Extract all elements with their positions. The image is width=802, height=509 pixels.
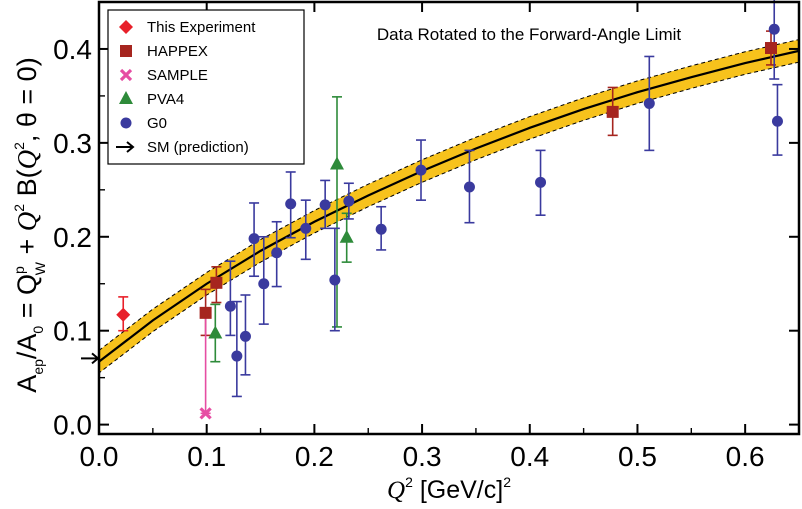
sm-prediction-arrow	[81, 352, 100, 365]
x-axis-label-q-exp: 2	[405, 474, 413, 490]
chart-title: Data Rotated to the Forward-Angle Limit	[377, 25, 682, 44]
y-axis-label-b: B(	[12, 169, 42, 204]
g0-errorbar-1	[225, 260, 236, 337]
legend-pva4-label: PVA4	[147, 91, 184, 108]
g0-point-2	[231, 350, 243, 362]
legend-sm-prediction-marker-head	[126, 141, 135, 153]
g0-point-11	[343, 195, 355, 207]
y-axis-label-slash: /A	[12, 334, 42, 360]
x-axis-label-unit: [GeV/c]	[413, 476, 503, 504]
x-tick-label-6: 0.5	[618, 441, 657, 472]
happex-point-3	[606, 105, 619, 118]
y-ticks: 0.0 0.1 0.2 0.3 0.4	[53, 1, 799, 441]
g0-point-12	[375, 223, 387, 235]
y-axis-label-eq: = Q	[12, 274, 42, 326]
g0-point-1	[224, 300, 236, 312]
g0-point-17	[768, 23, 780, 35]
y-axis-label-q-exp: 2	[11, 204, 27, 212]
happex-point-1	[199, 306, 212, 319]
y-tick-label-2: 0.1	[53, 316, 92, 347]
x-ticks: 0.0 0.1 0.2 0.3 0.4 0.5 0.6	[80, 2, 800, 472]
y-tick-label-3: 0.2	[53, 222, 92, 253]
legend-pva4-marker	[119, 91, 133, 104]
legend-sample-label: SAMPLE	[147, 67, 208, 84]
y-axis-label-q: Q	[12, 212, 42, 232]
band-fill	[99, 39, 799, 373]
g0-point-10	[329, 274, 341, 286]
y-axis-label-zero: 0	[30, 326, 46, 334]
y-axis-label-w: W	[32, 261, 48, 275]
sample-point-1	[199, 407, 212, 420]
g0-point-6	[271, 247, 283, 259]
x-tick-label-1: 0.0	[80, 441, 119, 472]
this-experiment-point-1	[116, 307, 131, 322]
plot-frame	[97, 0, 801, 436]
x-tick-label-3: 0.2	[295, 441, 334, 472]
pva4-point-2	[330, 156, 344, 170]
g0-point-4	[248, 233, 260, 245]
g0-point-7	[285, 198, 297, 210]
x-tick-label-2: 0.1	[187, 441, 226, 472]
happex-point-4	[765, 42, 777, 55]
y-axis-label: Aep/A0 = Qp W + Q2 B(Q2, θ = 0)	[11, 57, 48, 392]
x-axis-label-unit-exp: 2	[503, 474, 511, 490]
pva4-point-3	[339, 229, 354, 243]
y-tick-label-1: 0.0	[53, 410, 92, 441]
y-axis-label-q2-exp: 2	[11, 142, 27, 150]
y-tick-label-4: 0.3	[53, 128, 92, 159]
legend-g0-label: G0	[147, 115, 167, 132]
g0-point-9	[319, 199, 331, 211]
legend-this-experiment-label: This Experiment	[147, 19, 256, 36]
y-axis-label-a: A	[12, 375, 42, 393]
legend-this-experiment-marker	[119, 20, 133, 34]
y-axis-label-plus: +	[12, 231, 42, 262]
g0-point-8	[300, 222, 312, 234]
pva4-point-1	[208, 325, 223, 339]
pva4-errorbar-2	[332, 96, 342, 328]
x-tick-label-4: 0.3	[403, 441, 442, 472]
y-axis-label-tail: , θ = 0)	[12, 57, 42, 142]
legend-sm-prediction-label: SM (prediction)	[147, 139, 249, 156]
g0-point-13	[415, 164, 427, 176]
legend-happex-label: HAPPEX	[147, 43, 208, 60]
g0-point-5	[258, 278, 270, 290]
data-markers	[81, 23, 783, 420]
x-tick-label-5: 0.4	[510, 441, 549, 472]
g0-point-15	[535, 176, 547, 188]
y-axis-label-q2: Q	[12, 150, 42, 170]
y-tick-label-5: 0.4	[53, 34, 92, 65]
legend: This Experiment HAPPEX SAMPLE PVA4 G0 SM (pre…	[107, 9, 305, 165]
x-axis-label: Q2 [GeV/c]2	[387, 474, 511, 504]
g0-point-16	[643, 97, 655, 109]
y-axis-label-ep: ep	[30, 359, 46, 375]
legend-sample-marker	[119, 68, 133, 82]
g0-point-3	[239, 330, 251, 342]
g0-errorbar-2	[231, 300, 242, 398]
g0-point-14	[463, 181, 475, 193]
x-axis-label-q: Q	[387, 477, 405, 504]
sample-errorbar-1	[200, 311, 211, 415]
legend-sm-prediction-marker	[116, 141, 135, 153]
happex-point-2	[210, 276, 223, 289]
x-tick-label-7: 0.6	[726, 441, 765, 472]
g0-point-18	[771, 115, 783, 127]
band-lower-edge	[99, 61, 799, 374]
legend-box	[107, 9, 305, 165]
legend-g0-marker	[120, 117, 132, 129]
y-axis-label-p: p	[11, 266, 27, 274]
legend-happex-marker	[120, 45, 132, 57]
